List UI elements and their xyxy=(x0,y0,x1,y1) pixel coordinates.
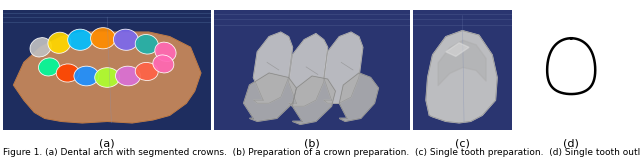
Polygon shape xyxy=(446,43,469,56)
Polygon shape xyxy=(289,34,328,106)
Text: (c): (c) xyxy=(454,138,470,148)
Polygon shape xyxy=(13,32,201,123)
Polygon shape xyxy=(292,76,335,124)
Polygon shape xyxy=(426,31,497,123)
Text: (d): (d) xyxy=(563,138,579,148)
Ellipse shape xyxy=(91,28,116,49)
Polygon shape xyxy=(339,73,378,121)
Ellipse shape xyxy=(135,62,158,80)
Ellipse shape xyxy=(56,64,79,82)
Polygon shape xyxy=(253,32,292,103)
Ellipse shape xyxy=(115,66,141,86)
Polygon shape xyxy=(244,73,296,121)
Ellipse shape xyxy=(38,58,60,76)
Text: (b): (b) xyxy=(304,138,319,148)
Ellipse shape xyxy=(95,68,120,87)
Ellipse shape xyxy=(113,29,138,50)
Ellipse shape xyxy=(153,55,174,73)
Text: (a): (a) xyxy=(99,138,115,148)
Ellipse shape xyxy=(155,42,176,62)
Text: Figure 1. (a) Dental arch with segmented crowns.  (b) Preparation of a crown pre: Figure 1. (a) Dental arch with segmented… xyxy=(3,148,640,157)
Polygon shape xyxy=(324,32,363,103)
Ellipse shape xyxy=(135,35,158,54)
Ellipse shape xyxy=(74,66,99,86)
Ellipse shape xyxy=(30,38,51,57)
Ellipse shape xyxy=(68,29,93,50)
Ellipse shape xyxy=(48,32,71,53)
